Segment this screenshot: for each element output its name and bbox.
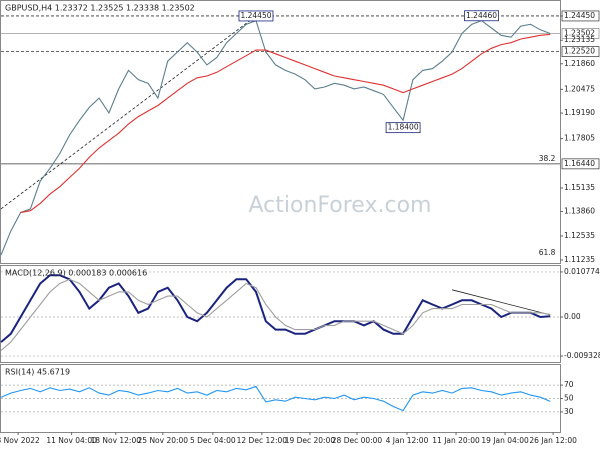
annotation-box <box>238 10 274 22</box>
y-tick-label: 1.13860 <box>564 206 595 215</box>
x-tick-label: 28 Dec 00:00 <box>332 436 383 445</box>
x-tick-label: 19 Jan 04:00 <box>481 436 529 445</box>
y-tick-label: 1.15135 <box>564 183 595 192</box>
annotation: 1.18400 <box>388 123 419 132</box>
annotation-box <box>385 122 421 134</box>
x-tick-label: 25 Nov 20:00 <box>138 436 189 445</box>
series-line <box>20 33 551 214</box>
y-tick-label: 1.20475 <box>564 84 595 93</box>
level-label: 1.22520 <box>564 47 595 56</box>
series-line <box>0 385 551 412</box>
watermark: ActionForex.com <box>249 193 432 218</box>
annotation: 61.8 <box>539 248 556 257</box>
x-tick-label: 3 Nov 2022 <box>0 436 40 445</box>
series-line <box>0 19 551 256</box>
x-tick-label: 11 Nov 04:00 <box>46 436 97 445</box>
level-label: 1.23502 <box>564 28 595 37</box>
level-label: 1.24450 <box>564 11 595 20</box>
x-tick-label: 26 Jan 12:00 <box>529 436 577 445</box>
y-tick-label: 50 <box>564 394 574 403</box>
annotation: 1.24450 <box>240 11 271 20</box>
trendline <box>0 15 257 210</box>
panel-frame <box>0 364 561 433</box>
y-tick-label: 0.00 <box>564 312 581 321</box>
x-tick-label: 5 Dec 04:00 <box>190 436 236 445</box>
y-tick-label: 70 <box>564 380 574 389</box>
annotation: 38.2 <box>539 154 556 163</box>
annotation-box <box>464 10 499 22</box>
panel-title: MACD(12,26,9) 0.000183 0.000616 <box>5 269 147 278</box>
panel-frame <box>0 265 561 363</box>
y-tick-label: 1.11235 <box>564 255 595 264</box>
panel-title: GBPUSD,H4 1.23372 1.23525 1.23338 1.2350… <box>5 4 195 13</box>
panel-frame <box>0 0 561 264</box>
y-tick-label: 1.17805 <box>564 134 595 143</box>
y-tick-label: 1.23135 <box>564 35 595 44</box>
trendline <box>452 289 551 316</box>
annotation: 1.24460 <box>466 11 497 20</box>
x-tick-label: 19 Dec 20:00 <box>285 436 336 445</box>
x-tick-label: 11 Jan 20:00 <box>432 436 480 445</box>
x-tick-label: 4 Jan 12:00 <box>386 436 429 445</box>
panel-title: RSI(14) 45.6719 <box>5 368 70 377</box>
level-label-box <box>561 28 600 39</box>
y-tick-label: 1.12535 <box>564 231 595 240</box>
y-tick-label: 0.010774 <box>564 267 600 276</box>
y-tick-label: 1.21860 <box>564 59 595 68</box>
y-tick-label: -0.009328 <box>564 351 600 360</box>
level-label: 1.16440 <box>564 159 595 168</box>
level-label-box <box>561 158 600 170</box>
series-line <box>0 278 551 351</box>
y-tick-label: 1.19190 <box>564 108 595 117</box>
y-tick-label: 30 <box>564 407 574 416</box>
level-label-box <box>561 46 600 57</box>
x-tick-label: 18 Nov 12:00 <box>90 436 141 445</box>
x-tick-label: 12 Dec 12:00 <box>237 436 288 445</box>
series-line <box>0 274 551 343</box>
